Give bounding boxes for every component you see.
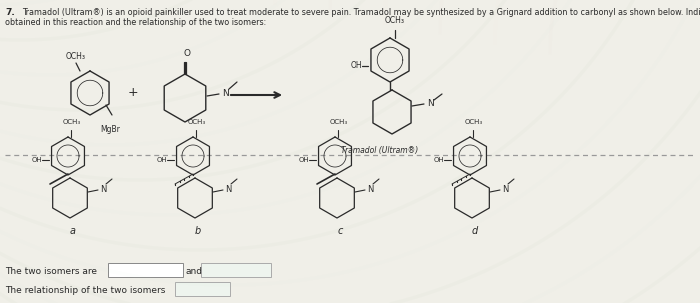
Text: OH: OH: [298, 157, 309, 163]
Text: OH: OH: [433, 157, 444, 163]
Bar: [175, 282, 230, 296]
Text: OCH₃: OCH₃: [330, 119, 348, 125]
Text: Tramadol (Ultram®): Tramadol (Ultram®): [342, 146, 419, 155]
Text: +: +: [127, 86, 139, 99]
Text: The two isomers are: The two isomers are: [5, 267, 97, 276]
Text: OH: OH: [32, 157, 42, 163]
Text: OH: OH: [351, 62, 362, 71]
Text: OCH₃: OCH₃: [385, 16, 405, 25]
Text: obtained in this reaction and the relationship of the two isomers:: obtained in this reaction and the relati…: [5, 18, 266, 27]
Text: The relationship of the two isomers: The relationship of the two isomers: [5, 286, 165, 295]
Text: d: d: [472, 226, 478, 236]
Text: b: b: [195, 226, 201, 236]
Text: N: N: [427, 98, 434, 108]
Text: N: N: [222, 88, 229, 98]
Text: OCH₃: OCH₃: [188, 119, 206, 125]
Text: a: a: [70, 226, 76, 236]
Text: N: N: [367, 185, 373, 194]
Text: c: c: [337, 226, 343, 236]
Bar: [201, 263, 271, 277]
Text: OCH₃: OCH₃: [465, 119, 483, 125]
Text: OCH₃: OCH₃: [63, 119, 81, 125]
Text: and: and: [185, 267, 202, 276]
Text: N: N: [100, 185, 106, 194]
Bar: [108, 263, 183, 277]
Text: N: N: [225, 185, 232, 194]
Text: OCH₃: OCH₃: [66, 52, 86, 61]
Text: N: N: [502, 185, 508, 194]
Text: Tramadol (Ultram®) is an opioid painkiller used to treat moderate to severe pain: Tramadol (Ultram®) is an opioid painkill…: [22, 8, 700, 17]
Text: O: O: [183, 49, 190, 58]
Text: MgBr: MgBr: [100, 125, 120, 134]
Text: OH: OH: [156, 157, 167, 163]
Text: 7.: 7.: [5, 8, 15, 17]
